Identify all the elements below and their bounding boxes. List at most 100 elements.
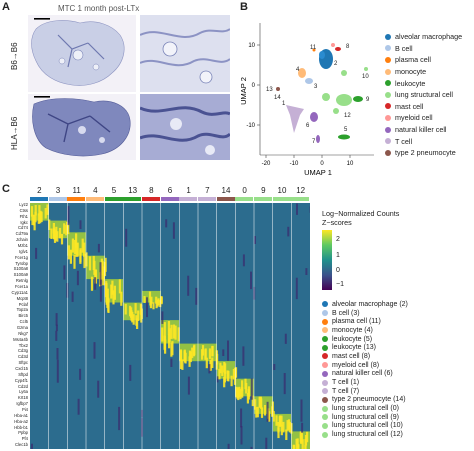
gene-label: Krt18 [17,395,28,401]
heatmap-cell-high [277,427,280,439]
heatmap-cell-high [132,314,135,325]
heatmap-cell-low [76,270,79,286]
gene-label: S100a9 [13,272,28,278]
gene-label: Pi4 [21,407,28,412]
heatmap-cell-low [301,422,304,433]
cluster-label: 12 [344,113,351,119]
heatmap-cell-high [159,300,162,308]
cluster-label: 8 [346,44,350,50]
legend-label: T cell [395,136,413,146]
heatmap-cell-low [99,279,102,302]
cluster-header-label: 2 [37,186,42,195]
heatmap-cell-high [60,233,64,245]
heatmap-cell-high [58,227,62,239]
cluster-color-bar [179,197,198,201]
heatmap-cell-high [201,349,204,360]
heatmap-cell-low [216,376,219,383]
panel-a-title: MTC 1 month post-LTx [58,4,140,13]
heatmap-cell-high [241,380,244,391]
legend-item: monocyte (4) [322,326,472,335]
gene-label: Retnlg [15,278,28,284]
cluster-header-label: 0 [242,186,247,195]
legend-label: monocyte [395,67,427,77]
legend-swatch [385,103,391,110]
heatmap-cell-high [301,439,304,449]
gene-label: Ccl5 [19,319,28,325]
legend-item: B cell [385,43,474,55]
histology-b6-high [140,15,230,92]
cluster-label: 4 [296,67,300,73]
heatmap-cell-high [230,375,233,387]
gene-label: Igfbp7 [16,401,28,407]
legend-item: mast cell [385,101,474,113]
heatmap-cell-high [81,238,84,253]
gene-label: Cd74 [17,225,28,231]
heatmap-cell-high [174,325,177,340]
histology-hla-high [140,94,230,160]
legend-swatch [385,33,391,40]
heatmap-cell-high [31,214,34,226]
heatmap-cell-high [170,324,173,339]
legend-label: leukocyte (13) [332,344,376,352]
legend-label: B cell (3) [332,309,360,317]
heatmap-cell-low [161,311,164,324]
legend-swatch [385,56,391,63]
xtick-neg10: -10 [290,161,299,167]
legend-swatch [385,68,391,75]
legend-item: myeloid cell [385,112,474,124]
heatmap-cell-low [93,342,96,359]
heatmap-cell-low [94,277,97,290]
heatmap-cell-high [46,204,49,215]
heatmap-cell-high [244,378,247,390]
heatmap-cell-high [88,256,92,271]
heatmap-cell-high [118,279,121,294]
heatmap-cell-high [34,205,37,216]
legend-item: type 2 pneumocyte [385,147,474,159]
heatmap-cell-low [77,398,80,415]
legend-swatch [385,45,391,52]
legend-item: plasma cell [385,54,474,66]
gene-label: Nkg7 [18,330,28,336]
gene-label: Tbx2 [18,342,28,348]
cluster-header-label: 5 [111,186,117,195]
heatmap-cell-high [104,257,107,272]
heatmap-cell-low [295,277,298,300]
panel-a-letter: A [2,1,10,13]
cluster-label: 13 [266,87,273,93]
umap-clusters [276,43,368,143]
heatmap-cell-high [75,242,78,257]
gene-label: Hba-a2 [14,418,28,424]
heatmap-cell-low [118,406,121,431]
legend-label: type 2 pneumocyte [395,148,456,158]
cluster-color-bar [198,197,217,201]
heatmap-cell-high [219,362,222,374]
heatmap-cell-high [161,327,164,342]
heatmap-cell-high [102,271,105,286]
heatmap-cell-high [223,362,226,373]
cluster-color-bar [235,197,254,201]
umap-ylabel: UMAP 2 [240,77,248,105]
legend-swatch [322,396,328,403]
legend-swatch [322,414,328,421]
gene-label: Fcer1a [14,284,28,289]
legend-item: monocyte [385,66,474,78]
gene-label: Sftpd [18,371,28,377]
heatmap-cell-high [263,405,267,416]
gene-label: Igkc [20,219,28,225]
heatmap-cell-low [187,275,190,296]
heatmap-cell-high [192,345,196,357]
cluster-header-label: 8 [149,186,154,195]
heatmap-cell-high [204,349,207,360]
heatmap-cell-low [195,287,198,305]
heatmap-cell-high [111,280,114,295]
legend-swatch [322,362,328,369]
legend-item: type 2 pneumocyte (14) [322,396,472,405]
heatmap-cell-low [125,228,128,247]
legend-label: leukocyte [395,78,426,88]
umap-plot: 10 0 -10 -20 -10 0 10 UMAP 1 UMAP 2 8 2 … [240,23,374,177]
legend-label: plasma cell [395,55,431,65]
xtick-neg20: -20 [262,161,271,167]
heatmap-cell-high [233,374,237,385]
gene-label: Top2a [16,307,28,313]
heatmap-cell-high [300,431,303,443]
